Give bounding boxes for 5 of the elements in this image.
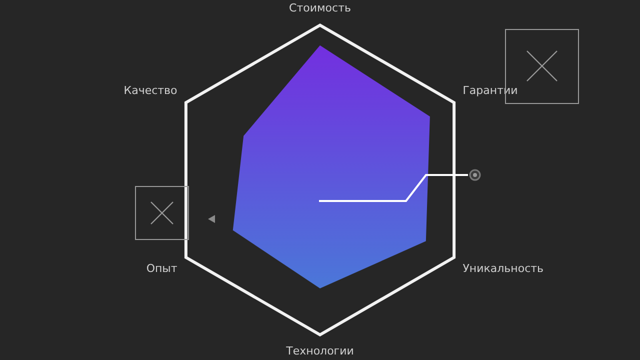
spoke-label: Опыт bbox=[146, 262, 178, 275]
spoke-label: Уникальность bbox=[462, 262, 544, 275]
spoke-label: Стоимость bbox=[289, 1, 351, 14]
spoke-label: Качество bbox=[124, 84, 178, 97]
spoke-label: Технологии bbox=[285, 344, 354, 358]
